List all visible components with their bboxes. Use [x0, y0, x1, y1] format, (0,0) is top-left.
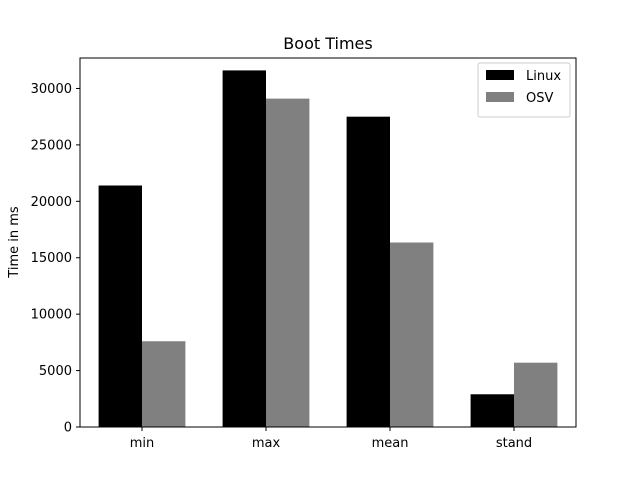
y-axis: 0 5000 10000 15000 20000 25000 30000	[31, 82, 80, 436]
y-tick-label: 15000	[31, 251, 72, 266]
y-tick-label: 20000	[31, 195, 72, 210]
plot-frame	[79, 57, 577, 428]
y-tick-label: 30000	[31, 82, 72, 97]
bar-osv-min	[142, 341, 186, 427]
y-tick-label: 10000	[31, 308, 72, 323]
x-tick-label: stand	[496, 436, 532, 451]
legend-label-linux: Linux	[526, 69, 561, 84]
bar-linux-max	[222, 70, 266, 427]
bar-osv-mean	[390, 242, 434, 427]
x-tick-label: max	[252, 436, 281, 451]
y-tick-label: 5000	[39, 364, 72, 379]
x-tick-label: mean	[372, 436, 409, 451]
bars-group	[98, 70, 558, 428]
legend: Linux OSV	[477, 62, 571, 118]
legend-swatch-osv	[486, 92, 514, 102]
bar-linux-min	[98, 185, 142, 427]
legend-swatch-linux	[486, 70, 514, 80]
y-axis-label: Time in ms	[7, 206, 22, 279]
chart-title: Boot Times	[283, 34, 372, 53]
bar-linux-mean	[346, 116, 390, 428]
bar-osv-stand	[514, 362, 558, 427]
y-tick-label: 0	[64, 421, 72, 436]
bar-osv-max	[266, 98, 310, 428]
x-tick-label: min	[130, 436, 155, 451]
bar-linux-stand	[470, 394, 514, 427]
legend-label-osv: OSV	[526, 91, 553, 106]
x-axis: min max mean stand	[130, 427, 532, 451]
y-tick-label: 25000	[31, 138, 72, 153]
